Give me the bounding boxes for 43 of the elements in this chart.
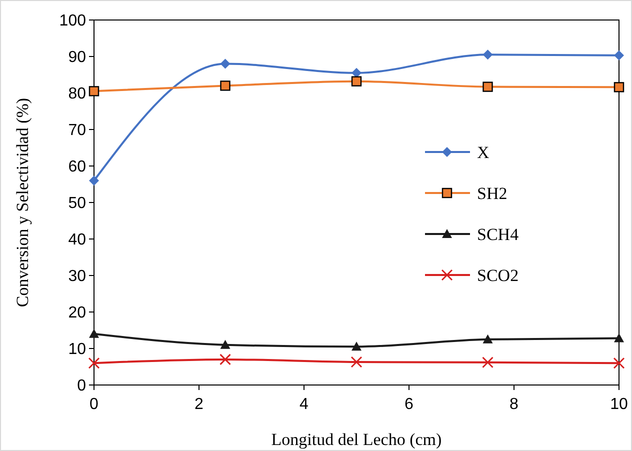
y-tick-label: 0 — [77, 378, 86, 395]
point — [614, 333, 624, 342]
point — [482, 82, 493, 92]
point — [352, 342, 362, 351]
y-tick-label: 30 — [68, 268, 86, 286]
legend-label: X — [477, 142, 490, 162]
y-tick-label: 100 — [59, 12, 86, 30]
point — [482, 50, 493, 60]
y-tick-label: 50 — [68, 195, 86, 212]
legend-label: SH2 — [477, 184, 508, 203]
point — [352, 68, 362, 78]
y-tick-label: 80 — [68, 86, 86, 103]
point — [350, 356, 362, 368]
y-tick-label: 60 — [68, 158, 86, 176]
y-tick-label: 40 — [68, 232, 86, 249]
legend-label: SCO2 — [477, 266, 519, 285]
point — [220, 58, 230, 69]
x-tick-label: 8 — [510, 396, 519, 413]
point — [220, 340, 230, 349]
point — [88, 357, 100, 369]
x-tick-label: 4 — [300, 396, 309, 413]
x-axis-title: Longitud del Lecho (cm) — [271, 430, 442, 449]
point — [482, 356, 494, 368]
y-tick-label: 90 — [68, 49, 86, 66]
y-axis-title: Conversion y Selectividad (%) — [13, 98, 32, 308]
point — [89, 176, 99, 186]
x-tick-label: 6 — [404, 396, 414, 413]
point — [351, 76, 362, 86]
x-tick-label: 10 — [610, 396, 628, 413]
y-tick-label: 70 — [68, 122, 86, 140]
point — [88, 86, 100, 96]
point — [89, 328, 99, 338]
point — [220, 354, 231, 366]
y-tick-label: 20 — [68, 304, 86, 322]
x-tick-label: 0 — [90, 396, 99, 413]
point — [614, 50, 624, 60]
point — [613, 357, 625, 369]
point — [482, 334, 493, 344]
y-tick-label: 10 — [68, 341, 86, 358]
point — [614, 82, 624, 92]
point — [220, 80, 230, 91]
x-tick-label: 2 — [194, 396, 204, 413]
legend-label: SCH4 — [477, 224, 520, 244]
